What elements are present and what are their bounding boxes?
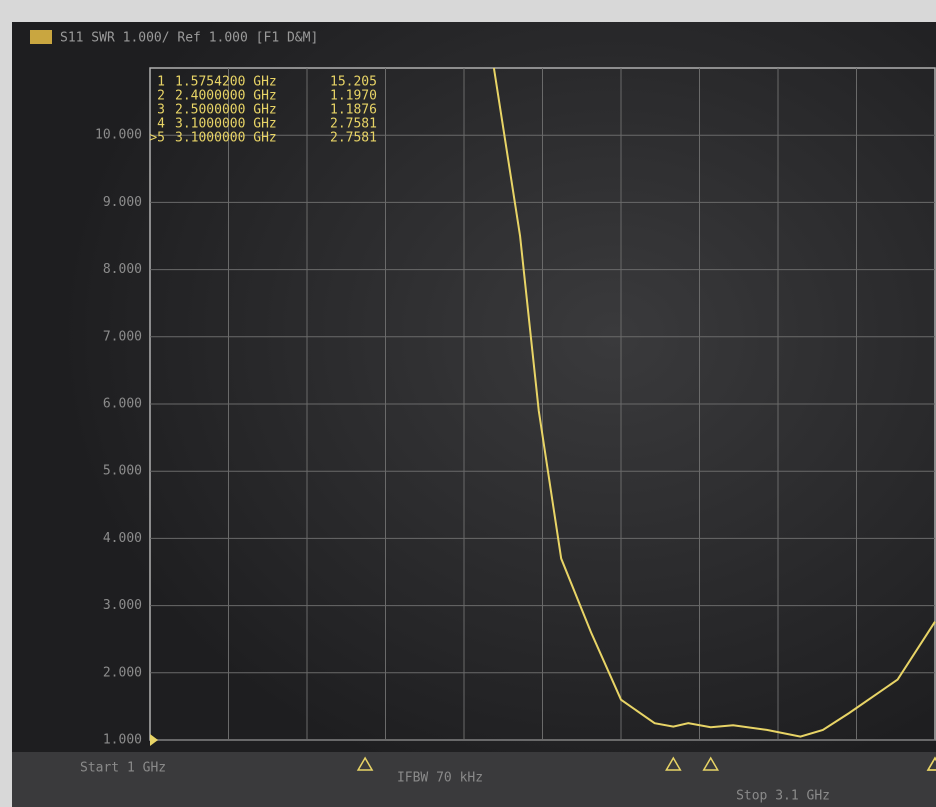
y-tick-label: 7.000 — [103, 329, 142, 344]
marker-triangle — [702, 756, 720, 771]
marker-id: >5 — [149, 131, 165, 146]
marker-id: 2 — [157, 89, 165, 104]
marker-id: 3 — [157, 103, 165, 118]
marker-id: 4 — [157, 117, 165, 132]
marker-value: 1.1970 — [330, 89, 377, 104]
marker-frequency: 3.1000000 GHz — [175, 117, 277, 132]
status-bar — [12, 752, 936, 807]
marker-triangle — [665, 756, 682, 771]
y-tick-label: 3.000 — [103, 598, 142, 613]
marker-frequency: 2.5000000 GHz — [175, 103, 277, 118]
y-tick-label: 6.000 — [103, 397, 142, 412]
y-tick-label: 4.000 — [103, 531, 142, 546]
y-tick-label: 10.000 — [95, 128, 142, 143]
marker-triangle — [356, 756, 374, 771]
marker-value: 15.205 — [330, 75, 377, 90]
y-tick-label: 1.000 — [103, 733, 142, 748]
marker-value: 2.7581 — [330, 131, 377, 146]
y-tick-label: 8.000 — [103, 262, 142, 277]
marker-frequency: 1.5754200 GHz — [175, 75, 277, 90]
display — [12, 22, 936, 807]
marker-value: 2.7581 — [330, 117, 377, 132]
stop-label: Stop 3.1 GHz — [736, 789, 830, 804]
marker-frequency: 3.1000000 GHz — [175, 131, 277, 146]
marker-value: 1.1876 — [330, 103, 377, 118]
channel-indicator — [30, 30, 52, 44]
trace-header: S11 SWR 1.000/ Ref 1.000 [F1 D&M] — [60, 31, 318, 46]
start-label: Start 1 GHz — [80, 761, 166, 776]
y-tick-label: 9.000 — [103, 195, 142, 210]
plot: 1.000 2.000 3.000 4.000 5.000 6.000 7.000 8.000… — [95, 67, 936, 771]
trace — [492, 67, 936, 738]
reference-arrow — [150, 734, 158, 746]
ifbw-label: IFBW 70 kHz — [397, 771, 483, 786]
marker-id: 1 — [157, 75, 165, 90]
marker-triangle — [926, 756, 936, 771]
y-tick-label: 2.000 — [103, 665, 142, 680]
marker-frequency: 2.4000000 GHz — [175, 89, 277, 104]
y-tick-label: 5.000 — [103, 464, 142, 479]
